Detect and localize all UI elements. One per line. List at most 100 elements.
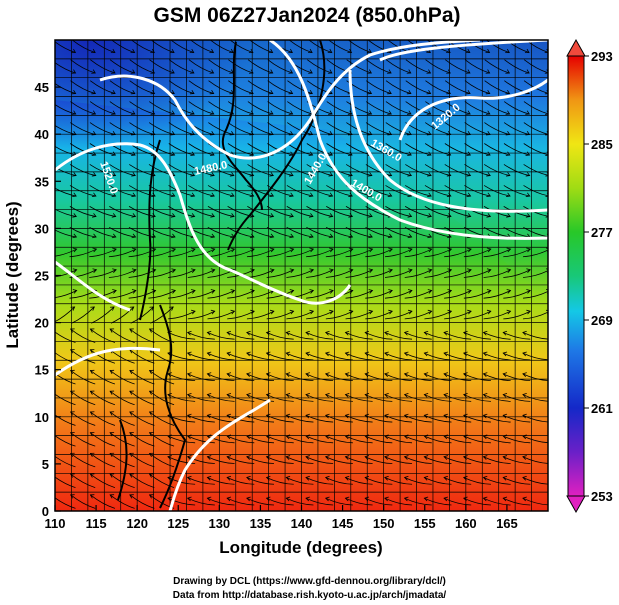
streamline-arrow [388, 309, 393, 315]
streamline-arrow [486, 289, 492, 294]
streamline-arrow [384, 330, 389, 336]
streamline-arrow [324, 393, 330, 398]
streamline-arrow [482, 413, 488, 419]
streamline-arrow [384, 413, 389, 419]
streamline-arrow [308, 89, 313, 95]
streamline [464, 59, 490, 74]
x-tick-label: 160 [455, 516, 477, 531]
streamline-arrow [407, 131, 412, 136]
streamline-arrow [522, 434, 527, 440]
streamline [385, 164, 412, 176]
streamline-arrow [189, 89, 195, 95]
streamline-arrow [246, 330, 251, 336]
streamline [89, 164, 116, 176]
streamline-arrow [427, 289, 433, 294]
streamline-arrow [486, 268, 492, 273]
streamline-arrow [246, 496, 251, 502]
streamline-arrow [69, 494, 75, 499]
streamline [246, 456, 275, 464]
x-tick-label: 110 [45, 516, 66, 531]
streamline [326, 206, 353, 217]
streamline-arrow [129, 390, 134, 395]
streamline [305, 373, 334, 382]
streamline-arrow [170, 48, 175, 54]
streamline-arrow [502, 434, 508, 440]
streamline [227, 101, 254, 115]
streamline-arrow [443, 455, 448, 460]
streamline-arrow [485, 110, 491, 115]
streamline-arrow [70, 306, 76, 311]
streamline [503, 290, 531, 299]
streamline [247, 101, 274, 115]
streamline [483, 185, 511, 197]
streamline-arrow [112, 268, 117, 273]
streamline [306, 80, 333, 94]
streamline-arrow [230, 213, 235, 218]
streamline [188, 185, 215, 197]
streamline [207, 206, 235, 217]
streamline-arrow [191, 289, 196, 294]
streamline-arrow [285, 413, 291, 419]
streamline-arrow [109, 473, 115, 478]
streamline [55, 145, 77, 156]
streamline-arrow [71, 131, 77, 136]
streamline [345, 248, 373, 258]
streamline-arrow [426, 110, 432, 115]
streamline-arrow [246, 372, 251, 377]
streamline-arrow [505, 172, 511, 177]
streamline-arrow [189, 69, 195, 74]
streamline [346, 101, 372, 115]
streamline [444, 80, 471, 94]
streamline-arrow [288, 48, 294, 54]
streamline [129, 59, 155, 74]
streamline-arrow [206, 475, 212, 481]
streamline [384, 332, 413, 340]
streamline [207, 164, 234, 176]
streamline [346, 59, 372, 74]
streamline [287, 101, 313, 115]
streamline-arrow [502, 496, 508, 502]
streamline-arrow [423, 330, 429, 336]
streamline-arrow [206, 413, 212, 419]
streamline-arrow [403, 455, 409, 460]
streamline-arrow [482, 393, 488, 398]
streamline [404, 248, 432, 258]
streamline-arrow [384, 393, 389, 398]
streamline [384, 310, 413, 320]
streamline [443, 497, 472, 506]
streamline-arrow [502, 372, 508, 377]
streamline [345, 497, 373, 506]
streamline-arrow [268, 48, 274, 54]
streamline-arrow [525, 192, 531, 198]
streamline [187, 352, 215, 361]
streamline [129, 494, 155, 509]
streamline [188, 80, 214, 94]
streamline [404, 456, 432, 464]
streamline-arrow [505, 89, 511, 95]
streamline [305, 456, 334, 464]
streamline-arrow [526, 247, 531, 253]
streamline [69, 206, 97, 217]
streamline-arrow [71, 48, 77, 54]
streamline [444, 206, 471, 217]
streamline-arrow [406, 69, 412, 74]
streamline [267, 101, 293, 115]
streamline-arrow [148, 473, 154, 478]
colorbar-tick-label: 277 [591, 225, 613, 240]
streamline [129, 328, 155, 343]
streamline-arrow [269, 213, 275, 218]
colorbar: 253 261 269 277 285 293 [566, 38, 613, 514]
streamline-arrow [526, 309, 531, 315]
streamline-arrow [367, 89, 373, 95]
streamline-arrow [91, 89, 97, 95]
streamline [484, 80, 510, 94]
streamline [443, 477, 472, 485]
streamline [70, 494, 96, 509]
streamline-arrow [384, 475, 389, 481]
streamline-arrow [89, 473, 95, 478]
streamline-arrow [285, 372, 291, 377]
streamline-arrow [206, 455, 212, 460]
streamline [89, 206, 116, 217]
streamline [503, 248, 531, 258]
